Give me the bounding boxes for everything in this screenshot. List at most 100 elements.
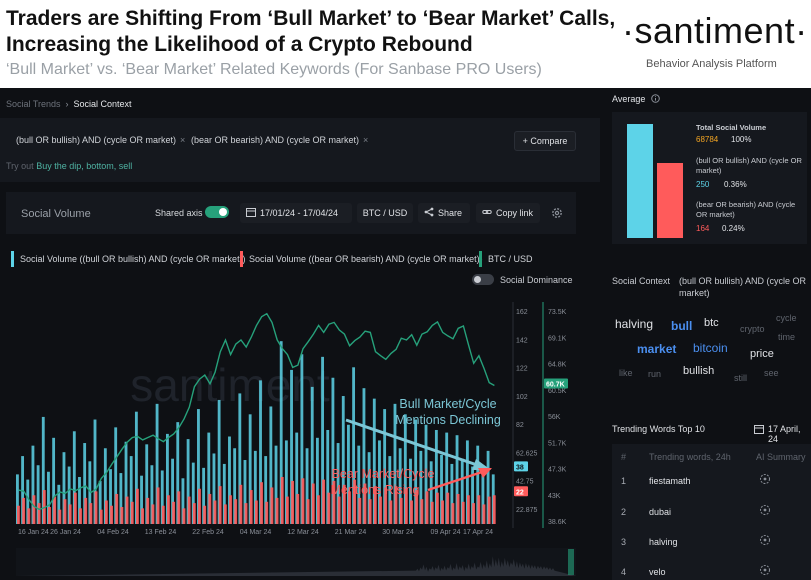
average-bull-value: 250: [696, 180, 710, 189]
table-row[interactable]: 2 dubai: [612, 498, 811, 528]
table-row[interactable]: 1 fiestamath: [612, 467, 811, 497]
word-cloud-item[interactable]: bullish: [683, 365, 715, 377]
legend-btc-usd[interactable]: BTC / USD: [479, 251, 533, 267]
word-cloud-item[interactable]: market: [637, 342, 677, 356]
trending-rank: 3: [621, 537, 627, 547]
trending-word[interactable]: halving: [649, 537, 678, 547]
shared-axis-toggle[interactable]: [205, 206, 229, 218]
bear-volume-bar: [22, 497, 26, 524]
bear-volume-bar: [48, 507, 51, 524]
bear-volume-bar: [492, 495, 496, 524]
share-label: Share: [438, 208, 463, 218]
share-button[interactable]: Share: [418, 203, 470, 223]
date-range-picker[interactable]: 17/01/24 - 17/04/24: [240, 203, 352, 223]
table-row[interactable]: 3 halving: [612, 528, 811, 558]
word-cloud-item[interactable]: run: [648, 369, 662, 379]
pair-selector[interactable]: BTC / USD: [357, 203, 413, 223]
bull-volume-bar: [197, 409, 200, 524]
copy-link-button[interactable]: Copy link: [476, 203, 540, 223]
trending-date-picker[interactable]: 17 April, 24: [754, 424, 811, 444]
legend-bear-volume[interactable]: Social Volume ((bear OR bearish) AND (cy…: [240, 251, 483, 267]
bull-volume-bar: [160, 470, 164, 524]
bull-volume-bar: [233, 448, 237, 524]
annotation-bull-line2: Mentions Declining: [395, 413, 501, 427]
word-cloud-item[interactable]: bull: [671, 319, 693, 333]
bull-volume-bar: [83, 443, 87, 524]
gear-icon[interactable]: [551, 207, 563, 219]
bear-volume-bar: [410, 500, 413, 524]
word-cloud-item[interactable]: crypto: [740, 324, 765, 334]
word-cloud-item[interactable]: still: [734, 373, 747, 383]
bear-volume-bar: [53, 496, 57, 524]
trending-rank: 2: [621, 507, 627, 517]
bear-volume-bar: [104, 500, 108, 524]
bear-volume-bar: [58, 509, 62, 524]
word-cloud-item[interactable]: price: [750, 348, 774, 360]
trending-word[interactable]: dubai: [649, 507, 672, 517]
bear-volume-bar: [487, 496, 491, 524]
bull-volume-bar: [419, 450, 423, 524]
bull-volume-bar: [212, 453, 216, 524]
word-cloud-item[interactable]: btc: [704, 317, 719, 329]
bull-volume-bar: [176, 422, 180, 524]
social-dominance-toggle[interactable]: [472, 274, 494, 285]
bear-volume-bar: [301, 478, 305, 524]
info-icon[interactable]: [651, 94, 660, 103]
bear-volume-bar: [472, 503, 476, 524]
ai-summary-icon[interactable]: [759, 504, 771, 516]
trending-word[interactable]: velo: [649, 567, 666, 577]
query-chip-bear[interactable]: (bear OR bearish) AND (cycle OR market) ×: [191, 135, 368, 145]
bull-volume-bar: [403, 414, 407, 524]
bear-volume-bar: [415, 490, 419, 524]
trending-col-rank: #: [621, 452, 627, 462]
current-bear-badge-bg: [514, 486, 528, 497]
close-icon[interactable]: ×: [363, 135, 369, 145]
chart-watermark: santiment: [130, 359, 330, 411]
bull-volume-bar: [62, 452, 66, 524]
trending-words-title: Trending Words Top 10: [612, 424, 705, 434]
try-out-links[interactable]: Buy the dip, bottom, sell: [36, 161, 133, 171]
bear-volume-bar: [322, 479, 326, 524]
page-title: Traders are Shifting From ‘Bull Market’ …: [6, 7, 616, 56]
bear-volume-bar: [368, 499, 372, 524]
ai-summary-icon[interactable]: [759, 534, 771, 546]
try-out-suggestions: Try out Buy the dip, bottom, sell: [6, 161, 132, 171]
word-cloud-item[interactable]: halving: [615, 317, 654, 331]
bull-volume-bar: [202, 467, 206, 524]
word-cloud-item[interactable]: bitcoin: [693, 341, 728, 355]
compare-button[interactable]: + Compare: [514, 131, 576, 151]
bear-volume-bar: [420, 499, 424, 524]
price-tick-label: 38.6K: [548, 519, 567, 526]
close-icon[interactable]: ×: [180, 135, 186, 145]
word-cloud-item[interactable]: cycle: [776, 313, 797, 323]
bull-volume-bar: [88, 461, 92, 524]
word-cloud-item[interactable]: see: [764, 368, 779, 378]
current-bull-badge: 38: [516, 464, 524, 471]
bear-volume-bar: [358, 497, 362, 524]
ai-summary-icon[interactable]: [759, 473, 771, 485]
price-tick-label: 43K: [548, 493, 561, 500]
average-bar-bear: [657, 163, 683, 238]
legend-bull-volume[interactable]: Social Volume ((bull OR bullish) AND (cy…: [11, 251, 246, 267]
bear-volume-bar: [311, 483, 315, 524]
bear-volume-bar: [296, 493, 300, 524]
bear-volume-bar: [203, 505, 207, 524]
bull-volume-bar: [134, 411, 138, 524]
word-cloud-item[interactable]: time: [778, 332, 796, 342]
bull-volume-bar: [26, 479, 30, 524]
bear-volume-bar: [110, 505, 113, 524]
ai-summary-icon[interactable]: [759, 564, 771, 576]
social-volume-chart[interactable]: santiment 162 142 122 102 82 62.625 42.75 22.875…: [0, 296, 600, 580]
bear-volume-bar: [223, 504, 227, 524]
price-tick-label: 56K: [548, 414, 561, 421]
table-row[interactable]: 4 velo: [612, 558, 811, 580]
trending-word[interactable]: fiestamath: [649, 476, 691, 486]
bull-volume-bar: [124, 441, 128, 524]
page-subtitle: ‘Bull Market’ vs. ‘Bear Market’ Related …: [6, 61, 542, 78]
query-chip-bull[interactable]: (bull OR bullish) AND (cycle OR market) ×: [16, 135, 185, 145]
bear-volume-bar: [94, 491, 98, 524]
breadcrumb-parent[interactable]: Social Trends: [6, 99, 61, 109]
word-cloud-item[interactable]: like: [619, 368, 633, 378]
metric-selector[interactable]: Social Volume: [21, 208, 91, 220]
bear-volume-bar: [482, 504, 486, 524]
